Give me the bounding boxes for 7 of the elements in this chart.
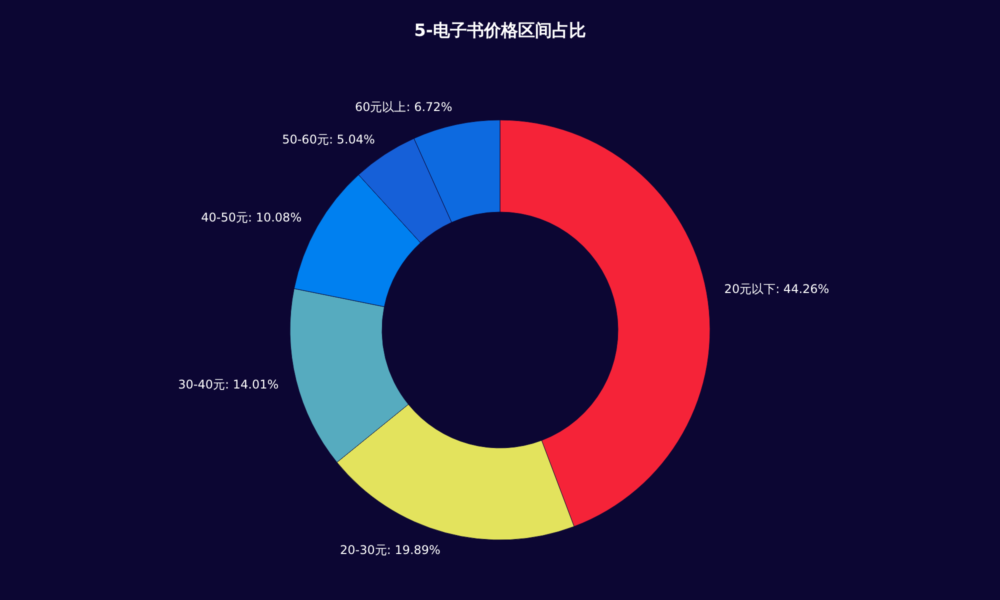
slice-label: 20元以下: 44.26% — [724, 282, 830, 296]
slice-label: 30-40元: 14.01% — [178, 378, 279, 392]
slice-label: 20-30元: 19.89% — [340, 543, 440, 558]
slice-label: 40-50元: 10.08% — [201, 210, 302, 225]
slice-label: 50-60元: 5.04% — [282, 132, 375, 146]
slice-label: 60元以上: 6.72% — [354, 100, 452, 114]
chart-title: 5-电子书价格区间占比 — [414, 21, 586, 41]
